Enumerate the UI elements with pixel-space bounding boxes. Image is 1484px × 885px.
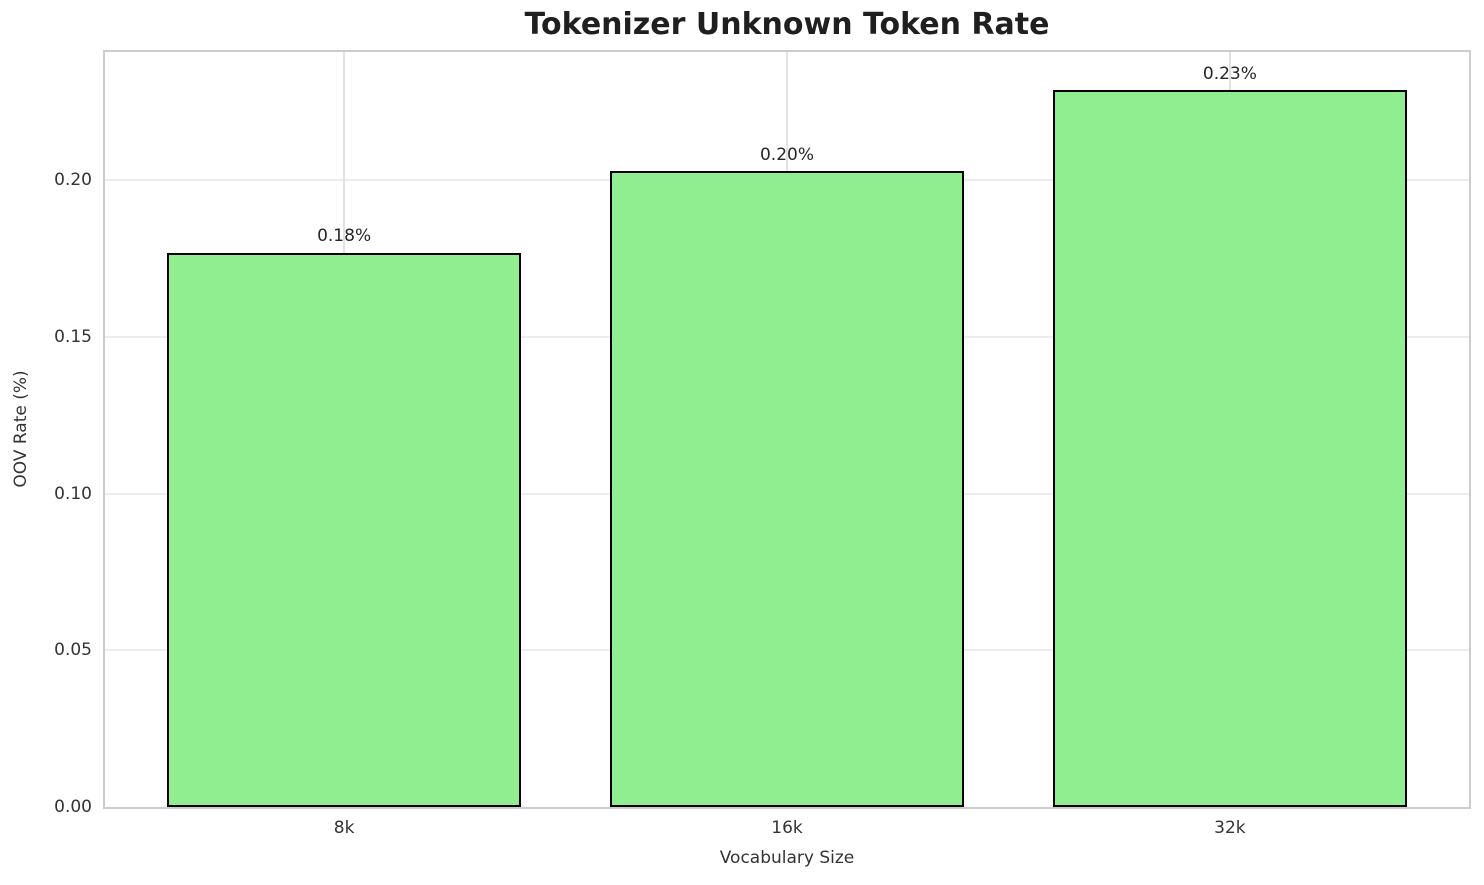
bar-16k: [609, 171, 965, 807]
x-tick-label: 32k: [1214, 818, 1246, 838]
y-tick-label: 0.00: [54, 797, 92, 817]
x-axis-label: Vocabulary Size: [719, 848, 855, 868]
y-axis-label: OOV Rate (%): [11, 370, 31, 488]
y-tick-label: 0.15: [54, 327, 92, 348]
y-tick-label: 0.10: [54, 483, 92, 504]
bar-32k: [1052, 89, 1408, 807]
y-tick-label: 0.05: [54, 640, 92, 661]
bar-value-label: 0.18%: [317, 226, 372, 247]
plot-area: 0.18% 0.20% 0.23%: [103, 50, 1471, 809]
chart-title: Tokenizer Unknown Token Rate: [524, 7, 1050, 42]
bar-value-label: 0.20%: [759, 145, 815, 166]
x-tick-label: 16k: [771, 818, 803, 838]
bar-value-label: 0.23%: [1202, 63, 1257, 84]
y-tick-label: 0.20: [54, 170, 92, 191]
x-tick-label: 8k: [333, 818, 355, 838]
bar-8k: [166, 252, 522, 807]
